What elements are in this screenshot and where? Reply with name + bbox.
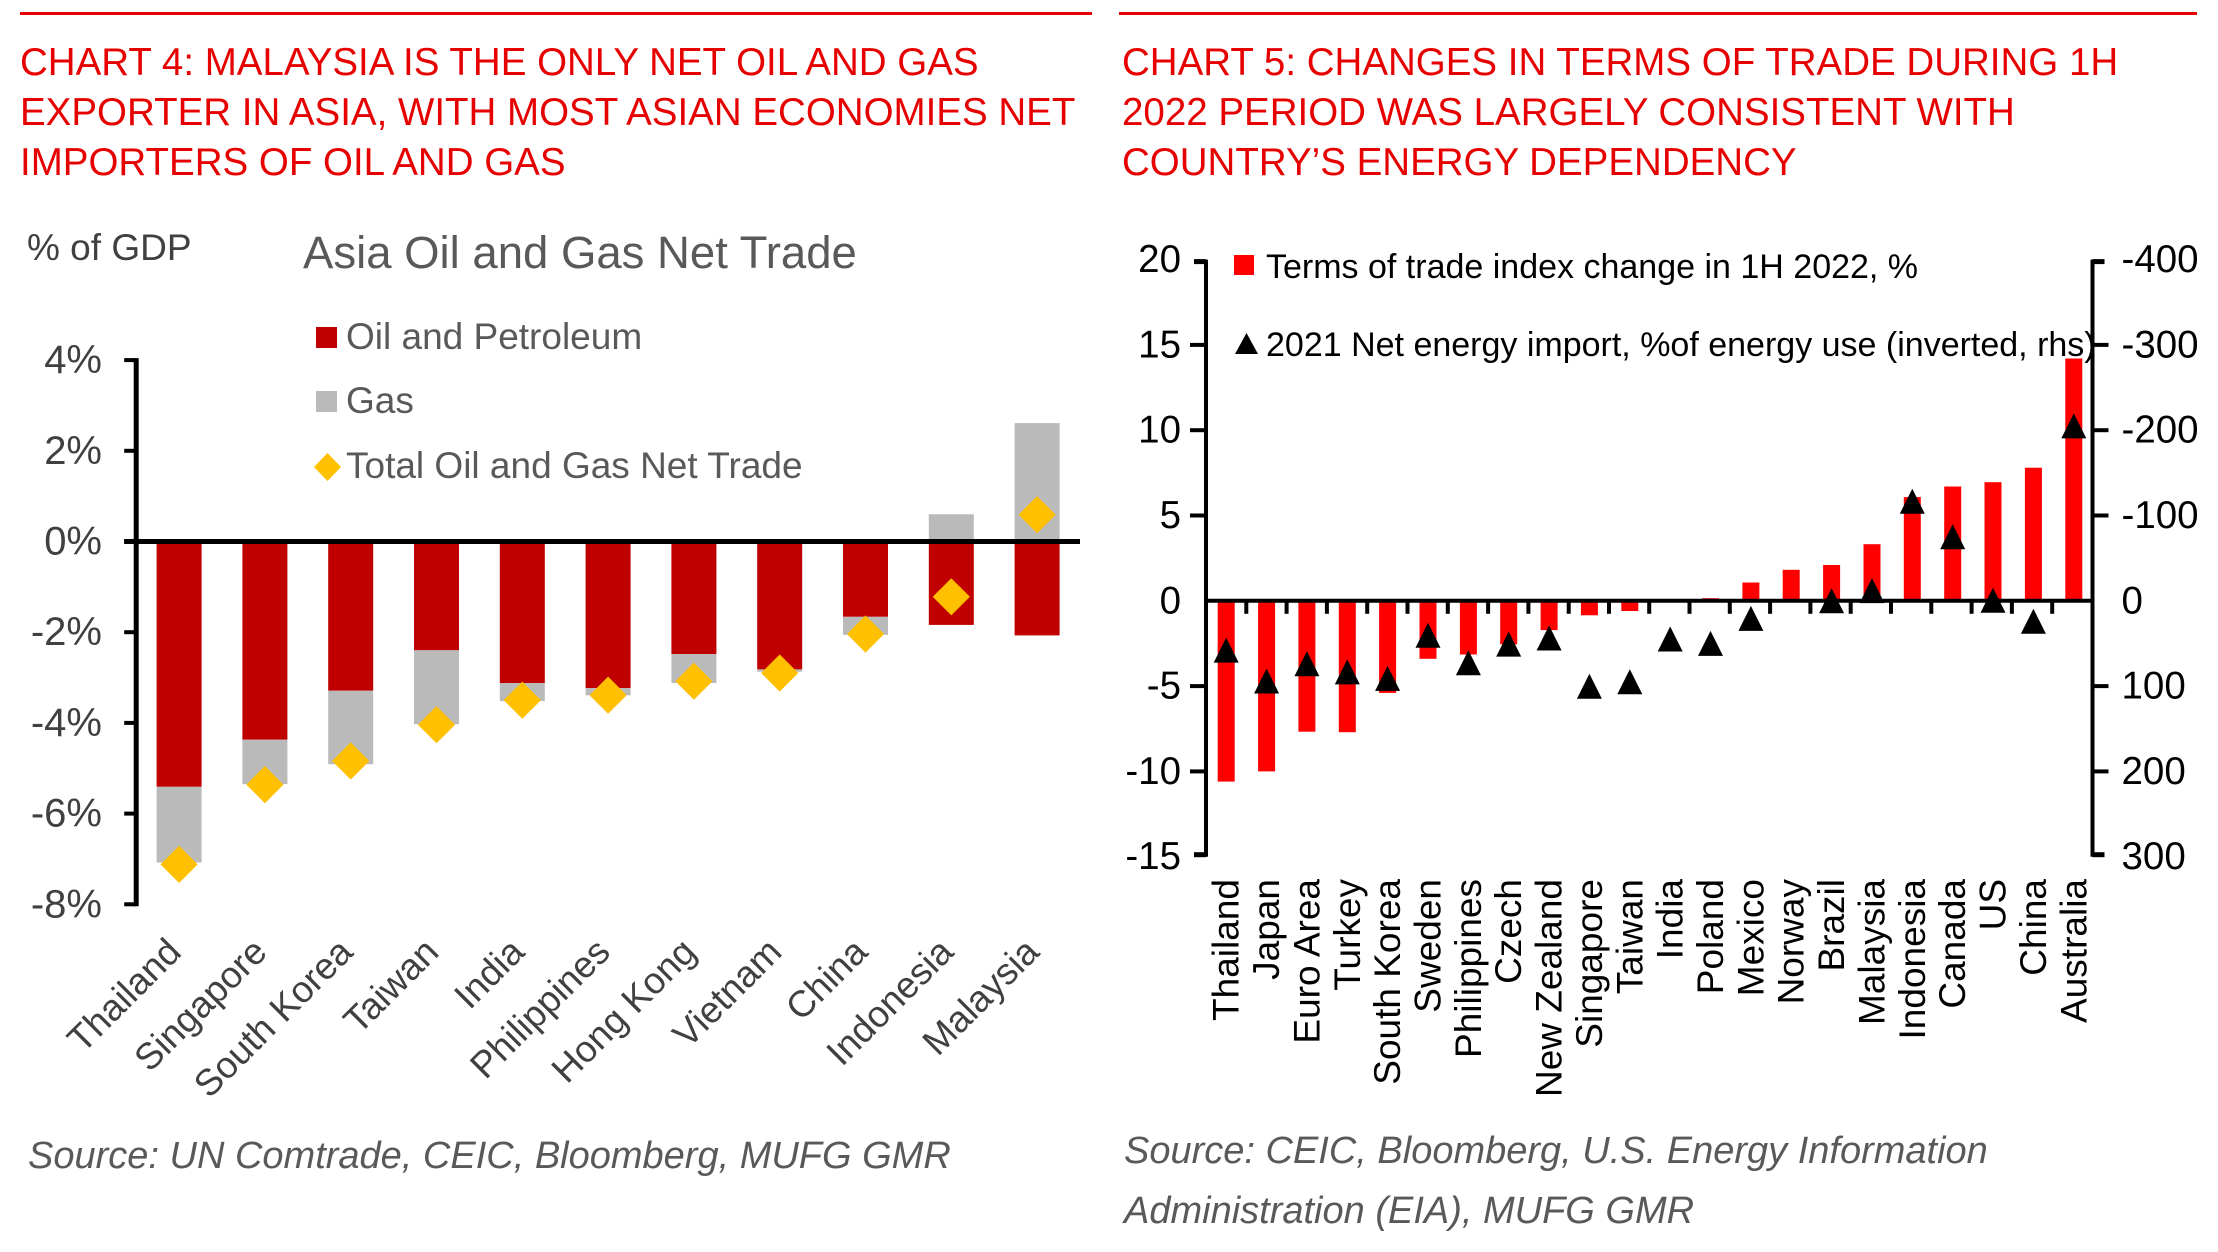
svg-text:South Korea: South Korea [1367,879,1408,1085]
svg-text:-100: -100 [2122,494,2199,537]
svg-text:Australia: Australia [2053,879,2094,1023]
svg-text:300: 300 [2122,835,2186,878]
svg-text:Euro Area: Euro Area [1286,879,1327,1044]
svg-text:4%: 4% [44,338,102,382]
svg-text:-15: -15 [1125,835,1181,878]
svg-text:-8%: -8% [31,882,102,926]
svg-text:Taiwan: Taiwan [1609,879,1650,994]
svg-text:Malaysia: Malaysia [1852,879,1893,1025]
svg-text:Philippines: Philippines [1448,879,1489,1058]
svg-text:Source: CEIC, Bloomberg, U.S.: Source: CEIC, Bloomberg, U.S. Energy Inf… [1124,1130,1988,1172]
svg-text:Gas: Gas [346,380,414,421]
svg-text:India: India [1650,879,1691,960]
svg-text:Asia Oil and Gas Net Trade: Asia Oil and Gas Net Trade [303,227,857,278]
svg-text:-10: -10 [1125,750,1181,793]
svg-text:20: 20 [1138,238,1181,281]
svg-text:10: 10 [1138,409,1181,452]
svg-text:0: 0 [1160,579,1181,622]
svg-text:Taiwan: Taiwan [336,931,446,1041]
svg-text:-300: -300 [2122,323,2199,366]
svg-text:Indonesia: Indonesia [1892,879,1933,1040]
svg-text:-2%: -2% [31,610,102,654]
svg-text:0%: 0% [44,520,102,564]
svg-text:Singapore: Singapore [1569,879,1610,1048]
svg-text:200: 200 [2122,750,2186,793]
svg-text:China: China [2013,879,2054,976]
svg-text:Poland: Poland [1690,879,1731,994]
svg-text:2021 Net energy import, %of en: 2021 Net energy import, %of energy use (… [1266,326,2096,364]
svg-text:-4%: -4% [31,701,102,745]
svg-text:Total Oil and Gas Net Trade: Total Oil and Gas Net Trade [346,445,803,486]
svg-text:Norway: Norway [1771,879,1812,1005]
svg-text:New Zealand: New Zealand [1529,879,1570,1097]
svg-text:5: 5 [1160,494,1181,537]
svg-text:US: US [1973,879,2014,930]
svg-text:Sweden: Sweden [1408,879,1449,1013]
svg-text:Oil and Petroleum: Oil and Petroleum [346,316,642,357]
svg-text:Mexico: Mexico [1730,879,1771,996]
svg-text:Japan: Japan [1246,879,1287,980]
svg-text:Brazil: Brazil [1811,879,1852,972]
svg-text:% of GDP: % of GDP [27,227,192,268]
svg-text:-200: -200 [2122,409,2199,452]
svg-text:Czech: Czech [1488,879,1529,984]
svg-text:100: 100 [2122,665,2186,708]
svg-text:Source: UN Comtrade, CEIC, Blo: Source: UN Comtrade, CEIC, Bloomberg, MU… [28,1135,951,1177]
svg-text:Terms of trade index change in: Terms of trade index change in 1H 2022, … [1266,248,1918,286]
svg-text:Turkey: Turkey [1327,879,1368,991]
svg-text:0: 0 [2122,579,2143,622]
svg-text:Administration (EIA), MUFG GMR: Administration (EIA), MUFG GMR [1122,1190,1694,1232]
svg-text:2%: 2% [44,429,102,473]
svg-text:Thailand: Thailand [1206,879,1247,1021]
svg-text:Canada: Canada [1932,879,1973,1009]
svg-text:-400: -400 [2122,238,2199,281]
svg-text:15: 15 [1138,323,1181,366]
svg-text:-5: -5 [1147,665,1181,708]
svg-text:-6%: -6% [31,792,102,836]
